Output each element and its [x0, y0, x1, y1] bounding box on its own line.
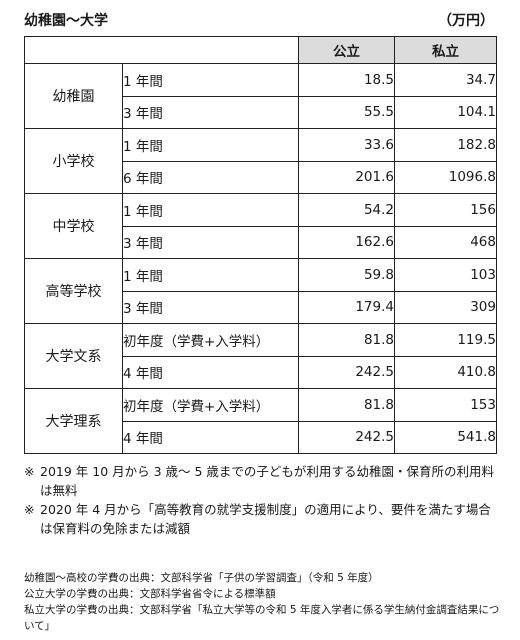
private-cost-cell: 410.8	[394, 355, 497, 389]
period-cell: 1 年間	[122, 258, 299, 292]
public-cost-cell: 54.2	[298, 193, 395, 227]
private-cost-cell: 153	[394, 388, 497, 422]
private-cost-cell: 182.8	[394, 128, 497, 162]
private-cost-cell: 104.1	[394, 95, 497, 129]
table-row: 4 年間 242.5 541.8	[25, 420, 497, 454]
public-cost-cell: 179.4	[298, 290, 395, 324]
education-cost-table: 公立 私立 幼稚園 1 年間 18.5 34.7 3 年間 55.5 104.1 小学校 1 年…	[24, 36, 497, 454]
school-category: 大学理系	[24, 388, 123, 454]
period-cell: 1 年間	[122, 128, 299, 162]
table-row: 3 年間 162.6 468	[25, 225, 497, 259]
table-row: 3 年間 55.5 104.1	[25, 95, 497, 129]
public-cost-cell: 81.8	[298, 388, 395, 422]
note-mark: ※	[24, 464, 35, 479]
period-cell: 1 年間	[122, 193, 299, 227]
public-cost-cell: 81.8	[298, 323, 395, 357]
table-row: 高等学校 1 年間 59.8 103	[24, 258, 497, 324]
header-blank-cell	[24, 36, 299, 64]
period-cell: 4 年間	[122, 420, 299, 454]
sources-section: 幼稚園〜高校の学費の出典：文部科学省「子供の学習調査」（令和 5 年度） 公立大…	[24, 570, 500, 634]
school-category: 大学文系	[24, 323, 123, 389]
source-line: 幼稚園〜高校の学費の出典：文部科学省「子供の学習調査」（令和 5 年度）	[24, 572, 379, 584]
private-cost-cell: 103	[394, 258, 497, 292]
public-cost-cell: 18.5	[298, 63, 395, 97]
school-category: 小学校	[24, 128, 123, 194]
table-row: 3 年間 179.4 309	[25, 290, 497, 324]
table-row: 中学校 1 年間 54.2 156	[24, 193, 497, 259]
table-row: 4 年間 242.5 410.8	[25, 355, 497, 389]
header-public: 公立	[298, 36, 395, 64]
public-cost-cell: 242.5	[298, 355, 395, 389]
public-cost-cell: 55.5	[298, 95, 395, 129]
page-title: 幼稚園〜大学	[24, 13, 108, 29]
period-cell: 初年度（学費+入学料）	[122, 323, 299, 357]
note-item: ※ 2019 年 10 月から 3 歳〜 5 歳までの子どもが利用する幼稚園・保…	[24, 462, 500, 500]
table-row: 大学文系 初年度（学費+入学料） 81.8 119.5	[24, 323, 497, 389]
source-line: 私立大学の学費の出典：文部科学省「私立大学等の令和 5 年度入学者に係る学生納付…	[24, 604, 500, 632]
note-text: 2020 年 4 月から「高等教育の就学支援制度」の適用により、要件を満たす場合…	[40, 502, 491, 536]
private-cost-cell: 1096.8	[394, 160, 497, 194]
source-line: 公立大学の学費の出典：文部科学省省令による標準額	[24, 588, 276, 600]
note-text: 2019 年 10 月から 3 歳〜 5 歳までの子どもが利用する幼稚園・保育所…	[40, 464, 494, 498]
private-cost-cell: 119.5	[394, 323, 497, 357]
period-cell: 6 年間	[122, 160, 299, 194]
note-item: ※ 2020 年 4 月から「高等教育の就学支援制度」の適用により、要件を満たす…	[24, 500, 500, 538]
period-cell: 3 年間	[122, 95, 299, 129]
unit-label: （万円）	[438, 13, 494, 29]
table-header-row: 公立 私立	[24, 36, 497, 64]
period-cell: 3 年間	[122, 225, 299, 259]
table-row: 6 年間 201.6 1096.8	[25, 160, 497, 194]
period-cell: 3 年間	[122, 290, 299, 324]
period-cell: 初年度（学費+入学料）	[122, 388, 299, 422]
table-row: 大学理系 初年度（学費+入学料） 81.8 153	[24, 388, 497, 454]
table-row: 幼稚園 1 年間 18.5 34.7	[24, 63, 497, 129]
school-category: 幼稚園	[24, 63, 123, 129]
header-private: 私立	[394, 36, 497, 64]
period-cell: 1 年間	[122, 63, 299, 97]
private-cost-cell: 541.8	[394, 420, 497, 454]
table-row: 小学校 1 年間 33.6 182.8	[24, 128, 497, 194]
public-cost-cell: 33.6	[298, 128, 395, 162]
private-cost-cell: 309	[394, 290, 497, 324]
school-category: 中学校	[24, 193, 123, 259]
private-cost-cell: 156	[394, 193, 497, 227]
notes-section: ※ 2019 年 10 月から 3 歳〜 5 歳までの子どもが利用する幼稚園・保…	[24, 462, 500, 538]
public-cost-cell: 201.6	[298, 160, 395, 194]
public-cost-cell: 59.8	[298, 258, 395, 292]
period-cell: 4 年間	[122, 355, 299, 389]
public-cost-cell: 162.6	[298, 225, 395, 259]
private-cost-cell: 34.7	[394, 63, 497, 97]
school-category: 高等学校	[24, 258, 123, 324]
private-cost-cell: 468	[394, 225, 497, 259]
note-mark: ※	[24, 502, 35, 517]
public-cost-cell: 242.5	[298, 420, 395, 454]
